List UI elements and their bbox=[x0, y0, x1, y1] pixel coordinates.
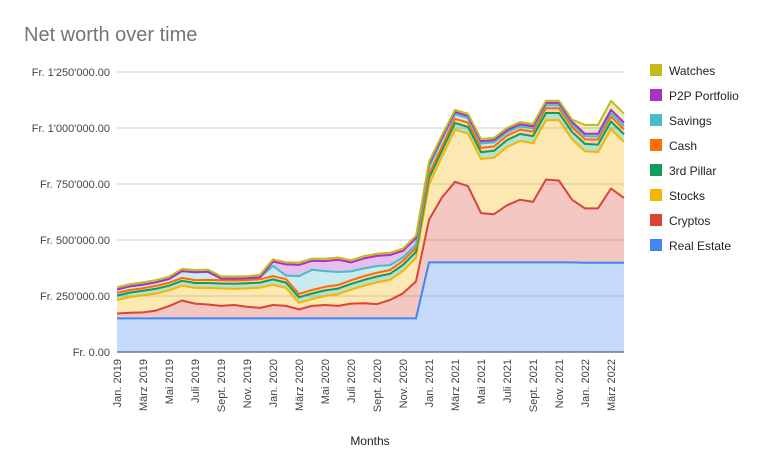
x-tick-label: Nov. 2019 bbox=[242, 359, 254, 408]
x-tick-label: Juli 2020 bbox=[346, 359, 358, 403]
x-tick-label: Mai 2020 bbox=[320, 359, 332, 404]
legend-swatch-watches bbox=[650, 64, 662, 76]
x-tick-label: Jan. 2022 bbox=[580, 359, 592, 407]
x-tick-label: Mai 2019 bbox=[164, 359, 176, 404]
area-real-estate bbox=[117, 262, 624, 352]
line-3rd-pillar bbox=[116, 112, 625, 299]
y-tick-label: Fr. 0.00 bbox=[73, 347, 110, 359]
x-tick-label: Sept. 2020 bbox=[372, 359, 384, 412]
legend-swatch-p2p-portfolio bbox=[650, 89, 662, 101]
x-tick-label: März 2019 bbox=[138, 359, 150, 411]
x-tick-label: Sept. 2019 bbox=[216, 359, 228, 412]
x-tick-label: März 2021 bbox=[450, 359, 462, 411]
x-tick-label: Juli 2019 bbox=[190, 359, 202, 403]
legend-label-real-estate: Real Estate bbox=[669, 239, 731, 253]
line-cryptos bbox=[116, 178, 625, 315]
line-real-estate bbox=[117, 261, 624, 320]
legend-label-savings: Savings bbox=[669, 114, 712, 128]
x-tick-label: Jan. 2019 bbox=[112, 359, 124, 407]
legend-swatch-savings bbox=[650, 114, 662, 126]
line-cash bbox=[116, 107, 625, 295]
x-tick-label: Jan. 2020 bbox=[268, 359, 280, 407]
legend-label-stocks: Stocks bbox=[669, 189, 705, 203]
y-tick-label: Fr. 1'250'000.00 bbox=[32, 67, 110, 79]
area-cryptos bbox=[117, 179, 624, 319]
legend-swatch-cryptos bbox=[650, 214, 662, 226]
legend-label-3rd-pillar: 3rd Pillar bbox=[669, 164, 716, 178]
line-watches bbox=[116, 99, 625, 289]
legend-label-p2p-portfolio: P2P Portfolio bbox=[669, 89, 739, 103]
legend-swatch-real-estate bbox=[650, 239, 662, 251]
legend-label-cash: Cash bbox=[669, 139, 697, 153]
legend-label-cryptos: Cryptos bbox=[669, 214, 710, 228]
y-tick-label: Fr. 1'000'000.00 bbox=[32, 123, 110, 135]
legend-swatch-stocks bbox=[650, 189, 662, 201]
x-tick-label: Mai 2021 bbox=[476, 359, 488, 404]
x-tick-label: März 2022 bbox=[606, 359, 618, 411]
x-axis-label: Months bbox=[350, 434, 390, 448]
y-tick-label: Fr. 250'000.00 bbox=[40, 291, 110, 303]
x-tick-label: Nov. 2021 bbox=[554, 359, 566, 408]
x-tick-label: Sept. 2021 bbox=[528, 359, 540, 412]
x-tick-label: Juli 2021 bbox=[502, 359, 514, 403]
legend-label-watches: Watches bbox=[669, 64, 715, 78]
legend-swatch-3rd-pillar bbox=[650, 164, 662, 176]
y-tick-label: Fr. 750'000.00 bbox=[40, 179, 110, 191]
area-stocks bbox=[117, 120, 624, 314]
line-p2p-portfolio bbox=[116, 101, 625, 291]
chart-title: Net worth over time bbox=[24, 24, 198, 46]
x-tick-label: März 2020 bbox=[294, 359, 306, 411]
legend-swatch-cash bbox=[650, 139, 662, 151]
line-stocks bbox=[116, 119, 625, 304]
x-tick-label: Nov. 2020 bbox=[398, 359, 410, 408]
x-tick-label: Jan. 2021 bbox=[424, 359, 436, 407]
y-tick-label: Fr. 500'000.00 bbox=[40, 235, 110, 247]
